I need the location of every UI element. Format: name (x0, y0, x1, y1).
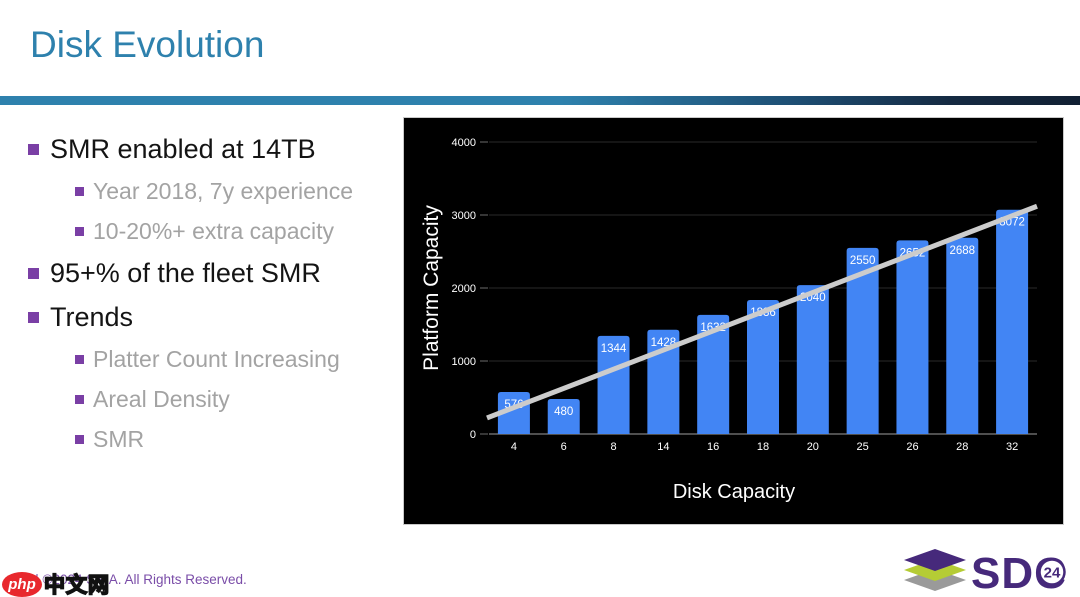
x-axis-tick-label: 28 (956, 441, 968, 453)
php-logo-icon: php (2, 571, 42, 597)
x-axis-tick-label: 16 (707, 441, 719, 453)
bullet-item-label: 10-20%+ extra capacity (93, 218, 334, 244)
bullet-item-label: SMR (93, 426, 145, 452)
bullet-item-label: 95+% of the fleet SMR (50, 258, 321, 288)
y-axis-tick-label: 1000 (452, 356, 476, 368)
bullet-square-icon (75, 187, 84, 196)
chart-bar (597, 335, 630, 434)
chart-bar (796, 285, 829, 434)
bullet-item: SMR (75, 425, 400, 453)
x-axis-tick-label: 8 (610, 441, 616, 453)
bullet-item: Areal Density (75, 385, 400, 413)
bar-chart-svg: 0100020003000400057644806134481428141632… (420, 137, 1038, 503)
chart-bar (896, 240, 929, 434)
trend-line (486, 203, 1038, 421)
x-axis-tick-label: 4 (511, 441, 517, 453)
y-axis-tick-label: 3000 (452, 210, 476, 222)
bullet-square-icon (75, 395, 84, 404)
chart-bar-value-label: 1344 (601, 343, 627, 355)
bullet-item: Platter Count Increasing (75, 345, 400, 373)
bullet-item-label: Trends (50, 302, 134, 332)
y-axis-tick-label: 0 (470, 429, 476, 441)
chart-bar-value-label: 480 (554, 406, 573, 418)
y-axis-title: Platform Capacity (420, 205, 443, 371)
x-axis-tick-label: 14 (657, 441, 669, 453)
bullet-square-icon (28, 268, 39, 279)
watermark-text: 中文网 (43, 573, 110, 597)
chart-bar-value-label: 2688 (949, 245, 975, 257)
x-axis-tick-label: 26 (906, 441, 918, 453)
x-axis-title: Disk Capacity (673, 481, 795, 503)
bullet-item-label: SMR enabled at 14TB (50, 134, 316, 164)
disk-evolution-chart: 0100020003000400057644806134481428141632… (403, 117, 1064, 525)
bullet-item-label: Areal Density (93, 386, 230, 412)
chart-bar (697, 314, 730, 434)
bullet-list: SMR enabled at 14TB Year 2018, 7y experie… (28, 133, 400, 465)
bullet-square-icon (75, 227, 84, 236)
chart-bar (747, 299, 779, 434)
x-axis-tick-label: 6 (561, 441, 567, 453)
bullet-item: Year 2018, 7y experience (75, 177, 400, 205)
sdc-badge-number: 24 (1044, 565, 1061, 582)
bullet-item-label: Platter Count Increasing (93, 346, 340, 372)
chart-bar (946, 237, 979, 434)
chart-bar-value-label: 2550 (850, 255, 876, 267)
chart-bar (647, 329, 680, 434)
bullet-item: SMR enabled at 14TB (28, 133, 400, 166)
copyright-text: 3 | ©2024 SNIA. All Rights Reserved. (24, 572, 247, 587)
x-axis-tick-label: 25 (857, 441, 869, 453)
page-title: Disk Evolution (30, 24, 265, 65)
bullet-item: 10-20%+ extra capacity (75, 217, 400, 245)
bullet-item-label: Year 2018, 7y experience (93, 178, 354, 204)
x-axis-tick-label: 20 (807, 441, 819, 453)
x-axis-tick-label: 18 (757, 441, 769, 453)
bullet-square-icon (28, 144, 39, 155)
bullet-item: 95+% of the fleet SMR (28, 257, 400, 290)
y-axis-tick-label: 2000 (452, 283, 476, 295)
sdc-badge-circle-icon (1038, 558, 1066, 586)
y-axis-tick-label: 4000 (452, 137, 476, 149)
x-axis-tick-label: 32 (1006, 441, 1018, 453)
bullet-square-icon (75, 435, 84, 444)
bullet-square-icon (75, 355, 84, 364)
title-divider-bar (0, 96, 1080, 105)
chart-bar (846, 247, 879, 434)
watermark: php 中文网 (2, 569, 110, 597)
bullet-square-icon (28, 312, 39, 323)
bullet-item: Trends (28, 301, 400, 334)
sdc-layer-purple-icon (904, 549, 966, 571)
chart-bar (547, 398, 580, 434)
chart-bar (996, 209, 1029, 434)
